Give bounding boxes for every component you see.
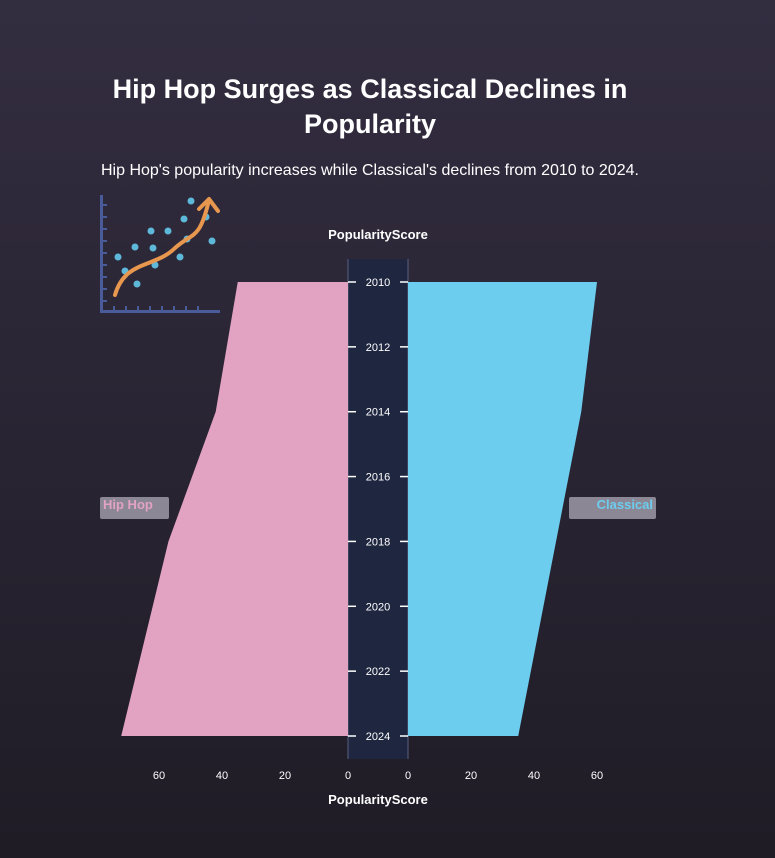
year-label: 2010 xyxy=(366,277,390,289)
left-axis-tick-label: 20 xyxy=(279,770,291,782)
year-label: 2018 xyxy=(366,536,390,548)
hip-hop-area xyxy=(121,282,348,736)
top-axis-title: PopularityScore xyxy=(328,227,428,242)
scatter-trend-arrow-icon xyxy=(100,195,220,313)
bottom-axis-title: PopularityScore xyxy=(328,792,428,807)
right-axis-tick-label: 40 xyxy=(528,770,540,782)
icon-dots xyxy=(114,197,216,288)
classical-area xyxy=(408,282,597,736)
year-label: 2020 xyxy=(366,601,390,613)
center-band xyxy=(348,259,408,759)
classical-series-label: Classical xyxy=(597,497,653,512)
left-axis-tick-label: 0 xyxy=(345,770,351,782)
year-label: 2024 xyxy=(366,731,390,743)
hip-hop-label-bg xyxy=(100,497,169,519)
icon-arrow-head xyxy=(197,197,220,213)
classical-label-bg xyxy=(569,497,656,519)
left-axis-tick-label: 60 xyxy=(153,770,165,782)
right-axis-tick-label: 60 xyxy=(591,770,603,782)
chart-subtitle: Hip Hop's popularity increases while Cla… xyxy=(101,162,639,179)
year-label: 2016 xyxy=(366,472,390,484)
left-axis-tick-label: 40 xyxy=(216,770,228,782)
icon-axes xyxy=(100,195,220,313)
icon-trend-curve xyxy=(113,202,210,297)
right-axis-tick-label: 20 xyxy=(465,770,477,782)
hip-hop-series-label: Hip Hop xyxy=(103,497,153,512)
chart-title: Hip Hop Surges as Classical Declines in … xyxy=(112,74,628,139)
year-label: 2014 xyxy=(366,407,390,419)
right-axis-tick-label: 0 xyxy=(405,770,411,782)
year-label: 2012 xyxy=(366,342,390,354)
year-label: 2022 xyxy=(366,666,390,678)
